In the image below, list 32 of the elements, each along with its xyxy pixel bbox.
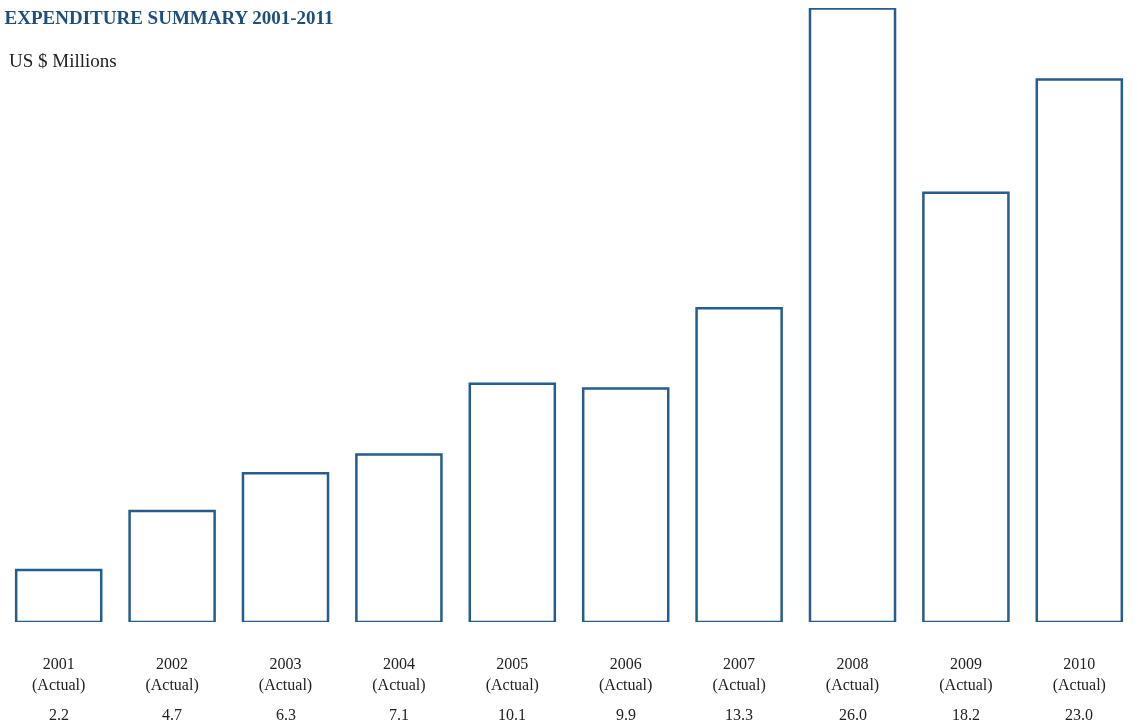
bar — [581, 387, 670, 622]
data-label: 13.3 — [725, 706, 753, 723]
bar — [695, 306, 783, 622]
bar — [241, 472, 330, 622]
bar — [128, 509, 216, 622]
x-tick-label: 2001 (Actual) — [32, 655, 86, 694]
data-label: 6.3 — [276, 706, 296, 723]
x-tick-label: 2008 (Actual) — [825, 655, 880, 694]
data-label: 4.7 — [162, 706, 182, 723]
chart-title: EXPENDITURE SUMMARY 2001-2011 — [4, 7, 334, 29]
text: US $ Millions — [9, 50, 117, 71]
x-tick-label: 2004 (Actual) — [372, 655, 426, 694]
bar — [808, 8, 897, 622]
x-tick-label: 2005 (Actual) — [485, 655, 539, 694]
data-label: 23.0 — [1065, 706, 1093, 723]
bar — [355, 453, 443, 622]
data-label: 26.0 — [839, 706, 867, 723]
bar — [1035, 78, 1124, 622]
data-label: 2.2 — [49, 706, 69, 723]
data-label: 18.2 — [952, 706, 980, 723]
x-tick-label: 2007 (Actual) — [712, 655, 766, 694]
data-label: 7.1 — [389, 706, 409, 723]
bar — [922, 191, 1010, 622]
x-tick-label: 2009 (Actual) — [939, 655, 993, 694]
x-tick-label: 2003 (Actual) — [258, 655, 313, 694]
x-tick-label: 2006 (Actual) — [599, 655, 653, 694]
bar — [14, 568, 103, 622]
bar — [468, 382, 557, 622]
data-label: 9.9 — [616, 706, 636, 723]
x-tick-label: 2010 (Actual) — [1052, 655, 1106, 694]
data-label: 10.1 — [498, 706, 526, 723]
x-tick-label: 2002 (Actual) — [145, 655, 199, 694]
